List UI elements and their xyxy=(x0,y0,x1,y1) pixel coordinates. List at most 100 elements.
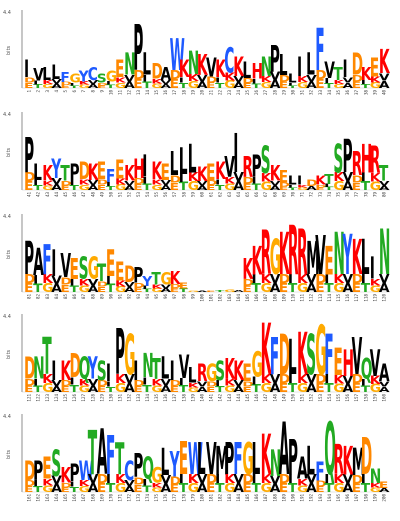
x-tick-label: 6 xyxy=(72,90,77,93)
x-tick-label: 58 xyxy=(181,192,186,198)
logo-letter-top: H xyxy=(343,344,355,385)
logo-letter: E xyxy=(315,78,324,92)
logo-letter: I xyxy=(142,73,147,84)
logo-letter-top: L xyxy=(252,434,261,485)
x-tick-label: 16 xyxy=(163,90,168,96)
x-tick-label: 4 xyxy=(54,90,59,93)
logo-letter-top: P xyxy=(24,232,34,285)
logo-letter-top: E xyxy=(106,244,115,285)
logo-letter: T xyxy=(361,282,370,296)
logo-letter: D xyxy=(97,378,108,388)
logo-letter: D xyxy=(279,473,291,487)
logo-letter-top: G xyxy=(224,289,235,293)
logo-letter: G xyxy=(151,486,163,494)
logo-letter: D xyxy=(60,275,71,287)
logo-letter: D xyxy=(24,478,35,488)
logo-letter: E xyxy=(279,186,288,192)
logo-letter: I xyxy=(70,480,75,489)
logo-letter: K xyxy=(297,373,309,387)
x-tick-label: 128 xyxy=(90,394,95,402)
logo-letter: K xyxy=(370,171,382,185)
logo-letter: K xyxy=(333,79,345,85)
logo-letter: A xyxy=(343,180,355,194)
logo-letter: A xyxy=(306,185,318,191)
logo-letter: A xyxy=(197,482,209,496)
logo-letter: G xyxy=(333,83,344,89)
logo-letter: I xyxy=(252,473,257,487)
x-tick-label: 198 xyxy=(363,494,368,502)
logo-letter: I xyxy=(361,171,366,185)
x-tick-label: 72 xyxy=(309,192,314,198)
x-tick-label: 45 xyxy=(63,192,68,198)
logo-letter: G xyxy=(297,282,308,296)
x-tick-label: 105 xyxy=(245,294,250,302)
logo-letter: A xyxy=(379,79,390,91)
x-tick-label: 185 xyxy=(245,494,250,502)
x-tick-label: 50 xyxy=(108,192,113,198)
logo-letter: A xyxy=(233,180,245,194)
logo-letter: K xyxy=(261,273,273,287)
logo-letter-top: H xyxy=(252,60,264,85)
logo-letter: I xyxy=(70,82,75,86)
logo-letter-top: R xyxy=(352,144,363,183)
x-tick-label: 113 xyxy=(318,294,323,302)
logo-letter: K xyxy=(115,177,127,186)
logo-letter-top: I xyxy=(297,52,302,84)
logo-letter: V xyxy=(161,284,172,290)
x-tick-label: 124 xyxy=(54,394,59,402)
logo-letter-top: K xyxy=(252,238,263,283)
logo-letter: A xyxy=(233,384,244,394)
logo-letter: A xyxy=(306,282,318,296)
x-tick-label: 184 xyxy=(236,494,241,502)
logo-letter: K xyxy=(42,373,54,387)
logo-letter: T xyxy=(215,183,225,192)
logo-letter: D xyxy=(133,281,145,289)
logo-letter-top: T xyxy=(151,354,161,387)
x-tick-label: 181 xyxy=(209,494,214,502)
logo-letter: A xyxy=(124,484,135,494)
logo-letter: G xyxy=(333,282,344,296)
logo-letter: T xyxy=(106,281,116,294)
logo-letter: I xyxy=(106,473,111,487)
logo-letter: I xyxy=(33,478,38,488)
x-tick-label: 116 xyxy=(345,294,350,302)
logo-letter: E xyxy=(97,285,106,294)
x-tick-label: 2 xyxy=(36,90,41,93)
x-tick-label: 28 xyxy=(272,90,277,96)
logo-letter: I xyxy=(324,473,329,487)
logo-letter: G xyxy=(115,482,126,496)
logo-row-2: 4.4bitsEDP41TIL42GKK43AVY44EDT45TIP46GKD… xyxy=(3,112,390,197)
logo-letter: T xyxy=(252,282,262,296)
logo-letter-top: A xyxy=(161,63,172,84)
logo-letter: I xyxy=(324,77,329,85)
logo-letter-top: G xyxy=(124,322,135,388)
logo-letter: T xyxy=(361,83,371,89)
logo-letter-top: I xyxy=(142,148,147,184)
logo-letter-top: T xyxy=(333,63,342,84)
logo-letter: D xyxy=(242,380,253,389)
logo-letter: V xyxy=(161,473,172,487)
x-tick-label: 145 xyxy=(245,394,250,402)
logo-letter: I xyxy=(33,80,38,86)
x-tick-label: 162 xyxy=(36,494,41,502)
logo-letter-top: V xyxy=(352,328,363,387)
logo-letter: T xyxy=(288,85,298,89)
logo-row-3: 4.4bitsEDP81TIA82GKF83AVI84EDV85TIE86GKS… xyxy=(3,212,390,302)
logo-letter: A xyxy=(197,80,208,91)
logo-letter-top: V xyxy=(179,348,190,386)
logo-letter-top: P xyxy=(133,264,143,289)
x-tick-label: 20 xyxy=(199,90,204,96)
x-tick-label: 57 xyxy=(172,192,177,198)
logo-letter-top: R xyxy=(242,152,253,185)
logo-letter: K xyxy=(224,175,236,186)
x-tick-label: 129 xyxy=(99,394,104,402)
logo-letter-top: L xyxy=(306,46,315,82)
x-tick-label: 118 xyxy=(363,294,368,302)
x-tick-label: 135 xyxy=(154,394,159,402)
logo-letter-top: C xyxy=(224,42,234,81)
logo-letter-top: I xyxy=(343,55,348,83)
logo-letter: I xyxy=(361,79,366,85)
logo-letter-top: V xyxy=(315,226,326,288)
logo-letter-top: R xyxy=(370,139,381,183)
logo-letter: V xyxy=(306,73,318,84)
